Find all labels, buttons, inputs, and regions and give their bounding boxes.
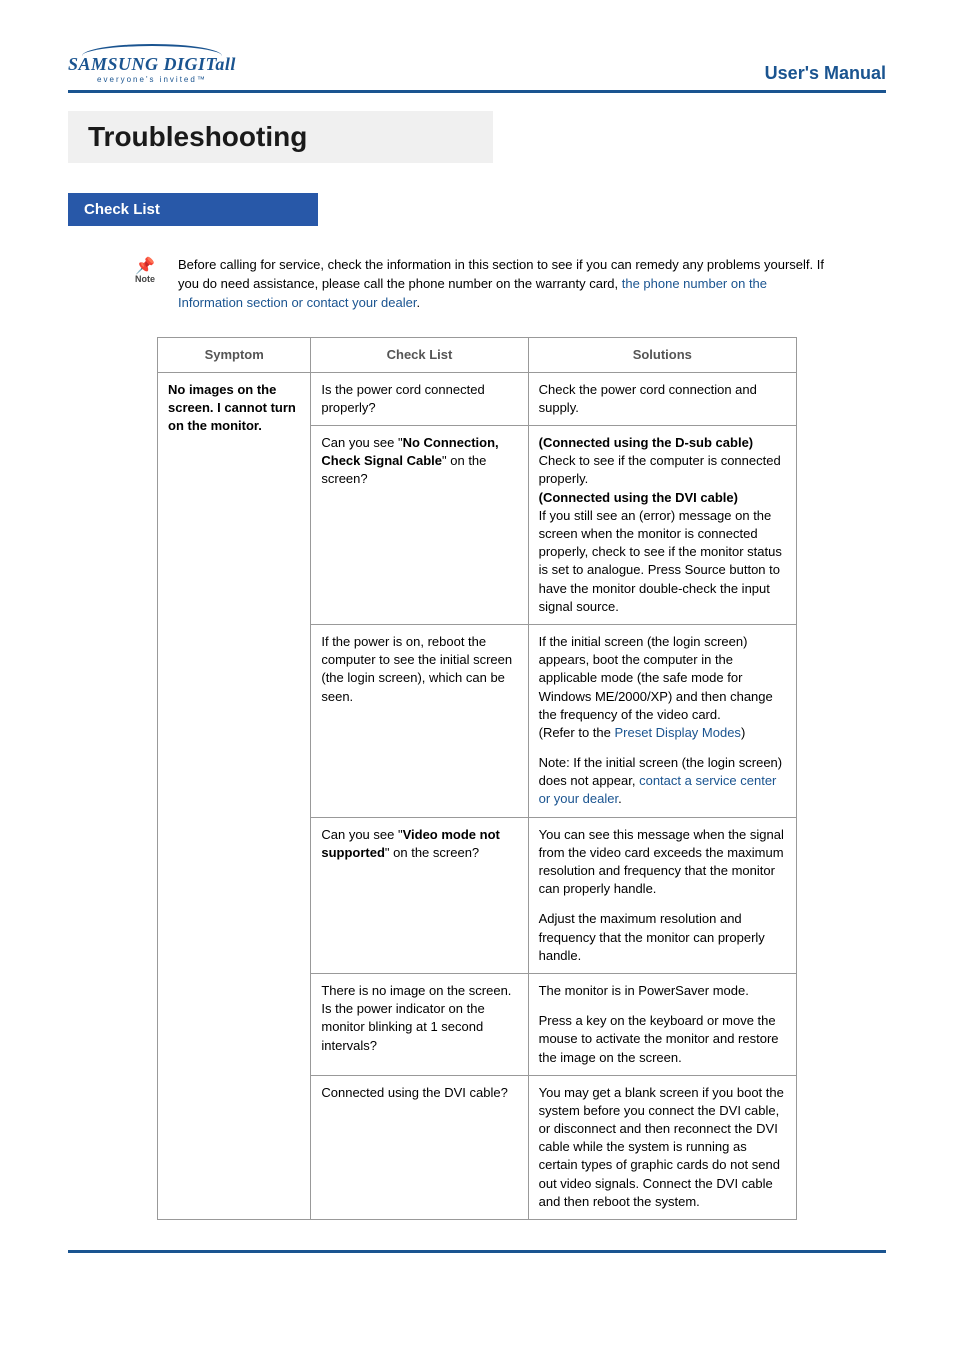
check-cell: Can you see "Video mode not supported" o… (311, 817, 528, 973)
check-text-pre: Can you see " (321, 435, 402, 450)
note-icon: 📌 Note (128, 256, 162, 284)
sol-text-post: ) (741, 725, 745, 740)
sol-bold: (Connected using the DVI cable) (539, 490, 738, 505)
sol-text: The monitor is in PowerSaver mode. (539, 983, 749, 998)
section-tab: Check List (68, 193, 318, 226)
preset-modes-link[interactable]: Preset Display Modes (614, 725, 740, 740)
symptom-cell: No images on the screen. I cannot turn o… (158, 372, 311, 1219)
logo-tagline: everyone's invited™ (97, 75, 207, 84)
solution-cell: Check the power cord connection and supp… (528, 372, 796, 425)
header: SAMSUNG DIGITall everyone's invited™ Use… (68, 50, 886, 84)
sol-text: Check to see if the computer is connecte… (539, 453, 781, 486)
solution-cell: If the initial screen (the login screen)… (528, 624, 796, 817)
page-title: Troubleshooting (88, 121, 473, 153)
note-block: 📌 Note Before calling for service, check… (68, 256, 886, 337)
pushpin-icon: 📌 (135, 258, 155, 275)
check-cell: Is the power cord connected properly? (311, 372, 528, 425)
troubleshoot-table: Symptom Check List Solutions No images o… (157, 337, 797, 1221)
sol-paragraph: Note: If the initial screen (the login s… (539, 754, 786, 809)
logo-text: SAMSUNG DIGITall (68, 54, 236, 75)
sol-text: You can see this message when the signal… (539, 827, 784, 897)
note-text: Before calling for service, check the in… (178, 256, 826, 313)
note-label: Note (128, 274, 162, 284)
solution-cell: (Connected using the D-sub cable) Check … (528, 426, 796, 625)
table-header-row: Symptom Check List Solutions (158, 337, 797, 372)
table-row: No images on the screen. I cannot turn o… (158, 372, 797, 425)
logo-suffix: all (215, 54, 236, 74)
sol-text: If the initial screen (the login screen)… (539, 634, 773, 722)
sol-bold: (Connected using the D-sub cable) (539, 435, 754, 450)
manual-title: User's Manual (765, 63, 886, 84)
check-cell: There is no image on the screen. Is the … (311, 973, 528, 1075)
solution-cell: You may get a blank screen if you boot t… (528, 1075, 796, 1219)
sol-paragraph: Adjust the maximum resolution and freque… (539, 910, 786, 965)
th-symptom: Symptom (158, 337, 311, 372)
sol-text-pre: (Refer to the (539, 725, 615, 740)
header-divider (68, 90, 886, 93)
check-text-post: " on the screen? (385, 845, 479, 860)
logo-main: SAMSUNG DIGIT (68, 54, 215, 74)
check-cell: If the power is on, reboot the computer … (311, 624, 528, 817)
solution-cell: The monitor is in PowerSaver mode. Press… (528, 973, 796, 1075)
check-cell: Can you see "No Connection, Check Signal… (311, 426, 528, 625)
page-container: SAMSUNG DIGITall everyone's invited™ Use… (0, 0, 954, 1293)
brand-logo: SAMSUNG DIGITall everyone's invited™ (68, 50, 236, 84)
sol-text: If you still see an (error) message on t… (539, 508, 782, 614)
solution-cell: You can see this message when the signal… (528, 817, 796, 973)
title-band: Troubleshooting (68, 111, 493, 163)
th-checklist: Check List (311, 337, 528, 372)
footer-divider (68, 1250, 886, 1253)
note-text-after: . (416, 295, 420, 310)
sol-paragraph: Press a key on the keyboard or move the … (539, 1012, 786, 1067)
th-solutions: Solutions (528, 337, 796, 372)
sol-text-post: . (618, 791, 622, 806)
check-cell: Connected using the DVI cable? (311, 1075, 528, 1219)
check-text-pre: Can you see " (321, 827, 402, 842)
